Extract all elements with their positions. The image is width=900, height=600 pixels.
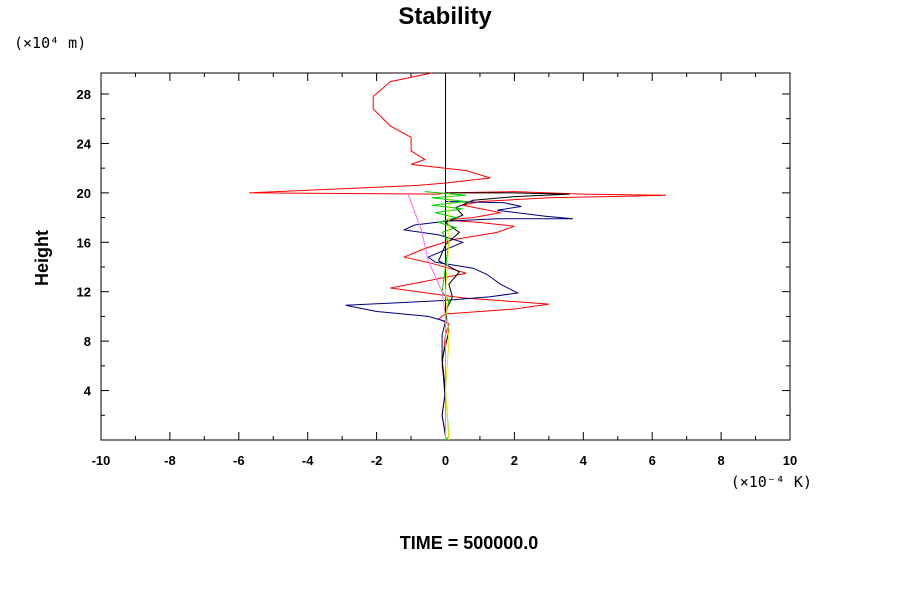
x-tick-label: -4: [302, 453, 314, 468]
y-unit-label: (×10⁴ m): [14, 34, 86, 52]
x-unit-label: (×10⁻⁴ K): [731, 473, 812, 491]
chart-title: Stability: [398, 3, 492, 30]
series-line-5: [407, 192, 446, 440]
series-line-6: [444, 192, 450, 441]
series-line-1: [249, 72, 667, 440]
y-tick-label: 20: [77, 186, 91, 201]
y-tick-label: 24: [77, 136, 92, 151]
y-tick-label: 12: [77, 285, 91, 300]
x-tick-label: 2: [511, 453, 518, 468]
series-line-3: [437, 192, 570, 437]
y-tick-label: 16: [77, 235, 91, 250]
x-tick-label: 10: [783, 453, 797, 468]
x-tick-label: 6: [649, 453, 656, 468]
x-tick-label: 4: [580, 453, 588, 468]
x-tick-label: -2: [371, 453, 383, 468]
x-tick-label: -10: [92, 453, 111, 468]
x-tick-label: 0: [442, 453, 449, 468]
y-tick-label: 8: [84, 334, 91, 349]
y-tick-label: 4: [84, 384, 92, 399]
time-footer: TIME = 500000.0: [400, 533, 539, 553]
x-tick-label: -8: [164, 453, 176, 468]
series-line-2: [345, 201, 574, 437]
x-tick-label: -6: [233, 453, 245, 468]
x-tick-label: 8: [717, 453, 724, 468]
y-tick-label: 28: [77, 87, 91, 102]
y-axis-label: Height: [32, 230, 52, 286]
